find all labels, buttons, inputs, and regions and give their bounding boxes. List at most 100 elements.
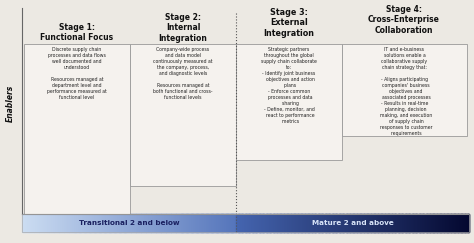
Bar	[138, 214, 139, 232]
Bar	[176, 214, 177, 232]
Bar	[456, 214, 457, 232]
Bar	[167, 214, 169, 232]
Bar	[455, 214, 456, 232]
Bar	[362, 214, 363, 232]
Bar	[198, 214, 200, 232]
Bar	[212, 214, 214, 232]
Bar	[123, 214, 124, 232]
Bar	[88, 214, 89, 232]
Bar	[260, 214, 261, 232]
Bar	[69, 214, 70, 232]
Bar	[25, 214, 26, 232]
Bar	[54, 214, 55, 232]
Bar	[400, 214, 401, 232]
Bar	[287, 214, 289, 232]
Bar	[110, 214, 111, 232]
Bar	[130, 44, 236, 186]
Bar	[368, 214, 369, 232]
Bar	[26, 214, 27, 232]
Bar	[364, 214, 365, 232]
Bar	[60, 214, 61, 232]
Bar	[58, 214, 60, 232]
Bar	[208, 214, 209, 232]
Bar	[462, 214, 463, 232]
Bar	[334, 214, 335, 232]
Bar	[277, 214, 278, 232]
Bar	[367, 214, 368, 232]
Bar	[286, 214, 288, 232]
Bar	[92, 214, 93, 232]
Bar	[278, 214, 279, 232]
Bar	[38, 214, 40, 232]
Bar	[247, 214, 249, 232]
Bar	[147, 214, 148, 232]
Bar	[236, 44, 342, 160]
Bar	[228, 214, 229, 232]
Bar	[169, 214, 170, 232]
Bar	[453, 214, 454, 232]
Bar	[374, 214, 375, 232]
Bar	[263, 214, 264, 232]
Bar	[411, 214, 412, 232]
Bar	[319, 214, 320, 232]
Bar	[175, 214, 177, 232]
Bar	[330, 214, 331, 232]
Bar	[107, 214, 108, 232]
Bar	[216, 214, 217, 232]
Bar	[258, 214, 259, 232]
Bar	[153, 214, 155, 232]
Bar	[42, 214, 43, 232]
Bar	[275, 214, 276, 232]
Bar	[151, 214, 152, 232]
Bar	[270, 214, 272, 232]
Bar	[342, 44, 467, 136]
Bar	[82, 214, 84, 232]
Bar	[345, 214, 346, 232]
Bar	[450, 214, 452, 232]
Bar	[295, 214, 296, 232]
Bar	[248, 214, 250, 232]
Bar	[371, 214, 373, 232]
Bar	[301, 214, 302, 232]
Bar	[404, 214, 406, 232]
Bar	[70, 214, 71, 232]
Bar	[244, 214, 245, 232]
Bar	[296, 214, 297, 232]
Bar	[316, 214, 317, 232]
Bar	[249, 214, 250, 232]
Bar	[115, 214, 116, 232]
Bar	[274, 214, 275, 232]
Bar	[292, 214, 293, 232]
Bar	[202, 214, 204, 232]
Bar	[428, 214, 429, 232]
Bar	[166, 214, 167, 232]
Bar	[75, 214, 76, 232]
Bar	[446, 214, 447, 232]
Bar	[230, 214, 231, 232]
Bar	[232, 214, 233, 232]
Bar	[352, 214, 353, 232]
Bar	[380, 214, 381, 232]
Bar	[427, 214, 428, 232]
Bar	[210, 214, 211, 232]
Bar	[73, 214, 74, 232]
Bar	[383, 214, 385, 232]
Bar	[161, 214, 162, 232]
Bar	[36, 214, 37, 232]
Bar	[65, 214, 67, 232]
Bar	[314, 214, 315, 232]
Bar	[91, 214, 92, 232]
Bar	[90, 214, 91, 232]
Bar	[356, 214, 357, 232]
Bar	[250, 214, 251, 232]
Bar	[47, 214, 48, 232]
Bar	[241, 214, 243, 232]
Bar	[160, 214, 162, 232]
Bar	[173, 214, 174, 232]
Bar	[445, 214, 446, 232]
Bar	[398, 214, 400, 232]
Bar	[338, 214, 340, 232]
Bar	[305, 214, 306, 232]
Text: Company-wide process
and data model
continuously measured at
the company, proces: Company-wide process and data model cont…	[153, 47, 213, 100]
Bar	[381, 214, 383, 232]
